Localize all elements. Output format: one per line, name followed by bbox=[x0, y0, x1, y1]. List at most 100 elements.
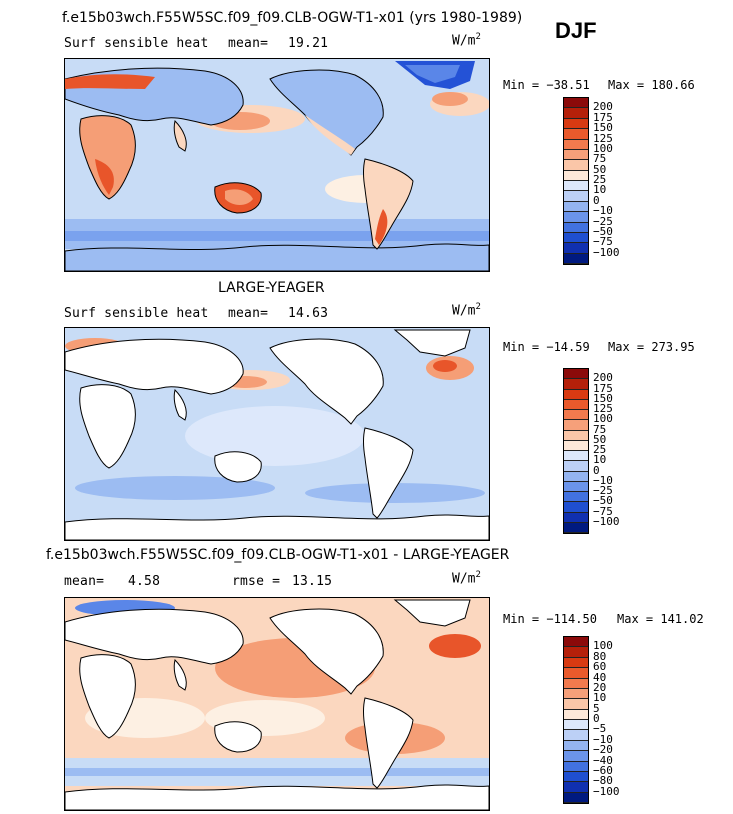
panel2-variable: Surf sensible heat bbox=[64, 306, 209, 321]
panel3-mean-label: mean= bbox=[64, 574, 105, 589]
colorbar-tick-label: 175 bbox=[593, 381, 613, 395]
colorbar-tick-label: 40 bbox=[593, 670, 607, 684]
panel3-mean-value: 4.58 bbox=[128, 574, 161, 589]
colorbar-swatch bbox=[564, 149, 588, 161]
colorbar-swatch bbox=[564, 502, 588, 513]
colorbar-tick-label: −75 bbox=[593, 504, 613, 518]
colorbar-swatch bbox=[564, 410, 588, 421]
panel3-units: W/m2 bbox=[452, 570, 481, 587]
colorbar-tick-label: −100 bbox=[593, 245, 620, 259]
colorbar-swatch bbox=[564, 222, 588, 233]
colorbar-swatch bbox=[564, 709, 588, 720]
colorbar-tick-label: 100 bbox=[593, 639, 613, 653]
colorbar-swatch bbox=[564, 657, 588, 669]
colorbar-tick-label: 60 bbox=[593, 660, 607, 674]
panel2-mean-value: 14.63 bbox=[288, 306, 329, 321]
panel3-map bbox=[64, 597, 490, 811]
panel1-map bbox=[64, 58, 490, 272]
colorbar-tick-label: −10 bbox=[593, 732, 613, 746]
panel1-colorbar bbox=[563, 97, 589, 265]
colorbar-tick-label: 200 bbox=[593, 371, 613, 385]
panel3-min-text: Min = −114.50 bbox=[503, 612, 597, 626]
colorbar-swatch bbox=[564, 678, 588, 689]
panel2-colorbar bbox=[563, 368, 589, 534]
colorbar-swatch bbox=[564, 212, 588, 223]
colorbar-swatch bbox=[564, 451, 588, 462]
colorbar-swatch bbox=[564, 471, 588, 482]
colorbar-tick-label: −25 bbox=[593, 214, 613, 228]
colorbar-swatch bbox=[564, 771, 588, 783]
colorbar-swatch bbox=[564, 98, 588, 109]
colorbar-tick-label: 80 bbox=[593, 649, 607, 663]
colorbar-swatch bbox=[564, 792, 588, 803]
panel1-title: f.e15b03wch.F55W5SC.f09_f09.CLB-OGW-T1-x… bbox=[62, 10, 523, 26]
panel2-mean-label: mean= bbox=[228, 306, 269, 321]
colorbar-tick-label: 100 bbox=[593, 141, 613, 155]
colorbar-swatch bbox=[564, 129, 588, 140]
colorbar-tick-label: 10 bbox=[593, 691, 607, 705]
colorbar-tick-label: 50 bbox=[593, 162, 607, 176]
colorbar-tick-label: 100 bbox=[593, 412, 613, 426]
colorbar-tick-label: −25 bbox=[593, 484, 613, 497]
colorbar-swatch bbox=[564, 253, 588, 264]
colorbar-swatch bbox=[564, 399, 588, 410]
panel3-title: f.e15b03wch.F55W5SC.f09_f09.CLB-OGW-T1-x… bbox=[46, 547, 510, 563]
colorbar-swatch bbox=[564, 512, 588, 523]
colorbar-tick-label: 125 bbox=[593, 131, 613, 145]
colorbar-tick-label: 0 bbox=[593, 463, 600, 477]
colorbar-tick-label: −100 bbox=[593, 784, 620, 798]
colorbar-swatch bbox=[564, 139, 588, 150]
season-label: DJF bbox=[555, 18, 597, 43]
colorbar-swatch bbox=[564, 730, 588, 741]
colorbar-tick-label: 10 bbox=[593, 183, 607, 197]
colorbar-swatch bbox=[564, 191, 588, 202]
colorbar-swatch bbox=[564, 430, 588, 441]
colorbar-tick-label: −10 bbox=[593, 204, 613, 218]
panel2-map bbox=[64, 327, 490, 541]
colorbar-tick-label: −5 bbox=[593, 722, 607, 736]
colorbar-tick-label: 150 bbox=[593, 121, 613, 135]
colorbar-swatch bbox=[564, 751, 588, 762]
colorbar-swatch bbox=[564, 688, 588, 700]
colorbar-tick-label: −60 bbox=[593, 763, 613, 777]
colorbar-swatch bbox=[564, 108, 588, 119]
colorbar-swatch bbox=[564, 761, 588, 772]
colorbar-swatch bbox=[564, 181, 588, 192]
colorbar-swatch bbox=[564, 243, 588, 254]
panel3-rmse-label: rmse = bbox=[232, 574, 281, 589]
colorbar-tick-label: 50 bbox=[593, 432, 607, 446]
colorbar-tick-label: 0 bbox=[593, 193, 600, 207]
colorbar-tick-label: −50 bbox=[593, 494, 613, 508]
colorbar-tick-label: −100 bbox=[593, 514, 620, 528]
colorbar-tick-label: 0 bbox=[593, 712, 600, 725]
panel1-mean-value: 19.21 bbox=[288, 36, 329, 51]
colorbar-swatch bbox=[564, 668, 588, 679]
colorbar-swatch bbox=[564, 232, 588, 244]
colorbar-tick-label: 25 bbox=[593, 443, 607, 456]
panel3-rmse-value: 13.15 bbox=[292, 574, 333, 589]
panel1-variable: Surf sensible heat bbox=[64, 36, 209, 51]
colorbar-tick-label: 175 bbox=[593, 110, 613, 124]
colorbar-tick-label: 25 bbox=[593, 173, 607, 186]
panel2-min-text: Min = −14.59 bbox=[503, 340, 590, 354]
colorbar-tick-label: −50 bbox=[593, 224, 613, 238]
panel2-max-text: Max = 273.95 bbox=[608, 340, 695, 354]
panel1-max-text: Max = 180.66 bbox=[608, 78, 695, 92]
colorbar-tick-label: −20 bbox=[593, 743, 613, 757]
panel1-mean-label: mean= bbox=[228, 36, 269, 51]
colorbar-swatch bbox=[564, 720, 588, 731]
colorbar-tick-label: −75 bbox=[593, 235, 613, 249]
colorbar-tick-label: −10 bbox=[593, 473, 613, 487]
colorbar-tick-label: 5 bbox=[593, 701, 600, 715]
colorbar-swatch bbox=[564, 699, 588, 710]
panel2-title: LARGE-YEAGER bbox=[218, 280, 325, 296]
panel1-units: W/m2 bbox=[452, 32, 481, 49]
colorbar-swatch bbox=[564, 740, 588, 752]
colorbar-tick-label: −80 bbox=[593, 774, 613, 788]
colorbar-tick-label: 125 bbox=[593, 402, 613, 415]
colorbar-swatch bbox=[564, 461, 588, 472]
colorbar-swatch bbox=[564, 389, 588, 400]
colorbar-tick-label: 20 bbox=[593, 680, 607, 694]
panel3-colorbar bbox=[563, 636, 589, 804]
colorbar-tick-label: 75 bbox=[593, 422, 607, 436]
